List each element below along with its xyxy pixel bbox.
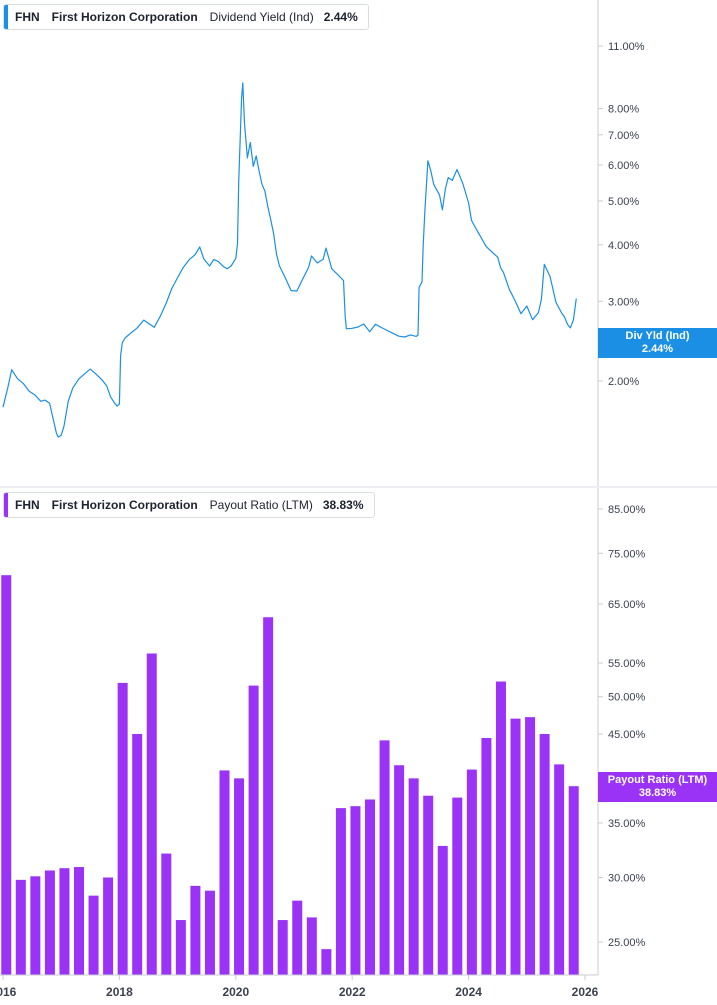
payout-bar (495, 681, 506, 975)
payout-bar (117, 682, 128, 975)
payout-ratio-legend-swatch (4, 493, 8, 517)
dividend-yield-line (2, 82, 577, 438)
callout-label: Div Yld (Ind) (625, 330, 690, 342)
payout-axis-tick-label: 45.00% (608, 729, 646, 741)
yield-axis-tick-label: 7.00% (608, 130, 639, 142)
payout-bar (1, 575, 12, 975)
payout-bar (306, 917, 317, 975)
payout-bar (350, 806, 361, 975)
legend-metric-name: Payout Ratio (LTM) (209, 498, 313, 512)
callout-label: Payout Ratio (LTM) (607, 774, 708, 786)
payout-bar (15, 879, 26, 975)
payout-bar (568, 786, 579, 975)
x-axis-tick-label: 2016 (0, 985, 17, 999)
payout-axis-tick-label: 55.00% (608, 658, 646, 670)
payout-axis-tick-label: 25.00% (608, 937, 646, 949)
callout-value: 38.83% (638, 787, 677, 799)
payout-bar (539, 734, 550, 975)
payout-bar (321, 949, 332, 975)
payout-bar (554, 764, 565, 975)
legend-ticker: FHN (15, 10, 40, 24)
payout-axis-tick-label: 50.00% (608, 692, 646, 704)
payout-bar (423, 795, 434, 975)
payout-bar (248, 685, 259, 975)
x-axis-tick-label: 2022 (339, 985, 366, 999)
payout-bar (481, 737, 492, 975)
payout-axis-tick-label: 35.00% (608, 818, 646, 830)
payout-bar (466, 769, 477, 975)
x-axis-tick-label: 2026 (572, 985, 599, 999)
payout-ratio-last-value-callout: Payout Ratio (LTM) 38.83% (598, 772, 717, 802)
legend-ticker: FHN (15, 498, 40, 512)
payout-bar (335, 808, 346, 975)
payout-bar (146, 653, 157, 975)
payout-bar (219, 770, 230, 975)
x-axis-tick-label: 2024 (455, 985, 482, 999)
dividend-yield-legend: FHN First Horizon Corporation Dividend Y… (3, 4, 369, 30)
payout-bar (408, 778, 419, 975)
payout-bar (525, 717, 536, 975)
payout-ratio-chart (1, 575, 579, 975)
legend-company-name: First Horizon Corporation (51, 10, 198, 24)
payout-bar (161, 853, 172, 975)
yield-axis-tick-label: 4.00% (608, 240, 639, 252)
payout-bar (190, 885, 201, 975)
yield-axis-tick-label: 3.00% (608, 296, 639, 308)
payout-axis-tick-label: 85.00% (608, 504, 646, 516)
payout-bar (132, 734, 143, 975)
payout-bar (437, 845, 448, 975)
payout-bar (88, 895, 99, 975)
legend-company-name: First Horizon Corporation (51, 498, 198, 512)
payout-bar (292, 900, 303, 975)
yield-axis-tick-label: 6.00% (608, 160, 639, 172)
payout-bar (394, 765, 405, 975)
payout-bar (234, 778, 245, 975)
legend-metric-value: 38.83% (322, 498, 364, 512)
yield-axis-tick-label: 11.00% (608, 41, 645, 53)
payout-bar (263, 617, 274, 975)
x-axis-tick-label: 2020 (222, 985, 249, 999)
legend-metric-name: Dividend Yield (Ind) (209, 10, 314, 24)
payout-bar (175, 920, 186, 975)
payout-bar (44, 870, 55, 975)
payout-bar (204, 890, 215, 975)
dividend-yield-chart (2, 82, 577, 438)
dividend-yield-last-value-callout: Div Yld (Ind) 2.44% (598, 328, 717, 358)
payout-bar (365, 799, 376, 975)
yield-axis-tick-label: 2.00% (608, 376, 639, 388)
payout-bar (379, 740, 390, 975)
payout-axis-tick-label: 65.00% (608, 599, 646, 611)
payout-bar (452, 797, 463, 975)
payout-bar (59, 868, 70, 975)
dividend-yield-legend-swatch (4, 5, 8, 29)
payout-bar (74, 867, 85, 975)
x-axis-tick-label: 2018 (106, 985, 133, 999)
yield-axis-tick-label: 8.00% (608, 104, 639, 116)
yield-axis-tick-label: 5.00% (608, 196, 639, 208)
payout-bar (30, 876, 41, 975)
payout-ratio-y-axis: 85.00% 75.00% 65.00% 55.00% 50.00% 45.00% 35.0… (597, 488, 646, 975)
callout-value: 2.44% (641, 343, 674, 355)
payout-ratio-legend: FHN First Horizon Corporation Payout Rat… (3, 492, 375, 518)
payout-bar (277, 920, 288, 975)
dividend-yield-y-axis: 11.00% 8.00% 7.00% 6.00% 5.00% 4.00% 3.00% 2.00… (0, 0, 717, 488)
payout-axis-tick-label: 30.00% (608, 872, 646, 884)
payout-axis-tick-label: 75.00% (608, 548, 646, 560)
payout-bar (103, 877, 114, 975)
legend-metric-value: 2.44% (323, 10, 358, 24)
payout-bar (510, 718, 521, 975)
time-x-axis: 2016 2018 2020 2022 2024 2026 (0, 974, 599, 999)
